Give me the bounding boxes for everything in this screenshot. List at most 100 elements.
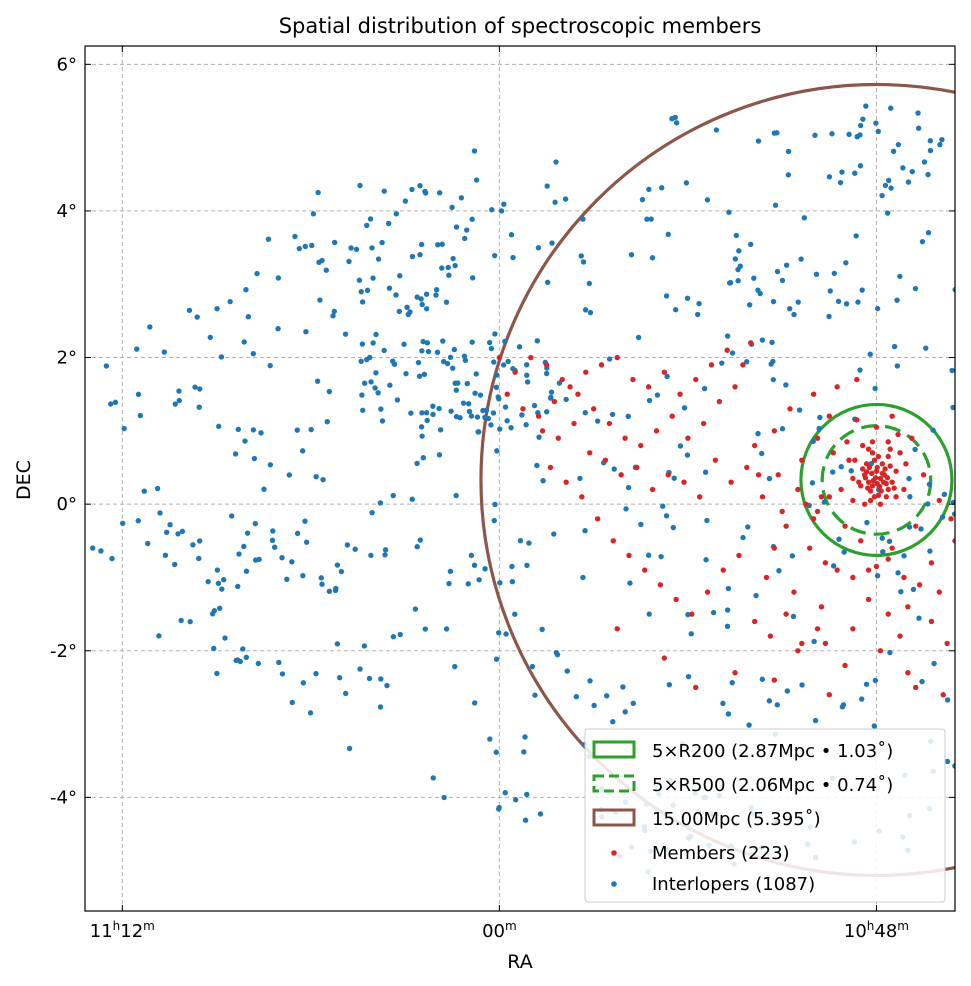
member-point [867, 488, 874, 494]
interloper-point [235, 426, 241, 433]
member-point [748, 340, 754, 346]
interloper-point [505, 358, 511, 365]
interloper-point [564, 668, 570, 674]
interloper-point [544, 183, 550, 189]
interloper-point [770, 376, 776, 383]
interloper-point [417, 251, 423, 258]
member-point [844, 439, 850, 445]
interloper-point [829, 131, 835, 137]
interloper-point [313, 474, 319, 480]
interloper-point [724, 623, 731, 629]
interloper-point [745, 524, 751, 530]
interloper-point [888, 105, 894, 111]
interloper-point [536, 434, 542, 440]
interloper-point [446, 272, 452, 278]
interloper-point [379, 418, 386, 424]
member-point [673, 596, 679, 603]
legend-entry-r500: 5×R500 (2.06Mpc • 0.74˚) [592, 774, 893, 796]
interloper-point [214, 670, 220, 677]
interloper-point [409, 496, 415, 502]
interloper-point [654, 392, 661, 398]
interloper-point [423, 291, 430, 297]
member-point [814, 626, 821, 632]
interloper-point [582, 307, 589, 313]
member-point [618, 472, 624, 478]
interloper-point [460, 400, 467, 406]
interloper-point [372, 385, 378, 391]
member-point [814, 435, 821, 441]
interloper-point [702, 469, 709, 475]
interloper-point [552, 199, 558, 205]
interloper-point [441, 794, 447, 801]
interloper-point [502, 404, 509, 410]
interloper-point [733, 232, 740, 239]
interloper-point [816, 425, 822, 432]
interloper-point [874, 573, 881, 579]
interloper-point [606, 356, 613, 362]
interloper-point [898, 589, 904, 595]
interloper-point [243, 654, 249, 660]
interloper-point [471, 562, 478, 568]
interloper-points [90, 103, 955, 875]
interloper-point [726, 280, 733, 286]
interloper-point [677, 443, 684, 449]
interloper-point [178, 617, 184, 624]
interloper-point [905, 179, 912, 185]
interloper-point [766, 475, 773, 482]
interloper-point [314, 378, 321, 384]
interloper-point [944, 758, 951, 765]
interloper-point [235, 583, 241, 590]
member-point [875, 453, 882, 460]
interloper-point [469, 275, 476, 281]
interloper-point [779, 277, 786, 284]
interloper-point [587, 678, 593, 684]
interloper-point [98, 548, 104, 554]
member-point [834, 384, 840, 390]
interloper-point [250, 350, 257, 357]
interloper-point [135, 391, 142, 398]
interloper-point [245, 314, 252, 320]
interloper-point [531, 402, 538, 409]
interloper-point [243, 568, 250, 574]
interloper-point [685, 673, 692, 680]
member-point [885, 556, 891, 562]
legend-label-members: Members (223) [652, 843, 790, 864]
member-point [677, 391, 683, 397]
interloper-point [423, 306, 430, 312]
interloper-point [418, 424, 425, 430]
member-point [838, 486, 844, 493]
interloper-point [215, 580, 222, 587]
interloper-point [409, 186, 415, 193]
interloper-point [462, 235, 468, 242]
member-point [712, 457, 719, 463]
interloper-point [353, 246, 360, 253]
interloper-point [377, 704, 384, 710]
interloper-point [830, 469, 836, 475]
interloper-point [497, 426, 503, 432]
member-point [830, 450, 836, 456]
interloper-point [512, 611, 518, 617]
member-points [496, 340, 955, 698]
legend-marker-interlopers [611, 881, 617, 887]
interloper-point [644, 216, 650, 222]
interloper-point [952, 763, 955, 769]
interloper-point [330, 313, 336, 319]
interloper-point [364, 287, 371, 294]
interloper-point [472, 390, 478, 396]
interloper-point [286, 472, 293, 478]
interloper-point [147, 324, 153, 330]
interloper-point [910, 586, 917, 593]
interloper-point [894, 297, 900, 303]
interloper-point [837, 179, 844, 186]
interloper-point [886, 177, 892, 184]
interloper-point [534, 338, 540, 344]
interloper-point [368, 379, 374, 385]
interloper-point [909, 168, 915, 175]
interloper-point [491, 252, 498, 259]
interloper-point [524, 562, 530, 569]
member-point [594, 516, 601, 522]
interloper-point [120, 520, 126, 527]
interloper-point [755, 138, 762, 144]
interloper-point [331, 239, 338, 246]
